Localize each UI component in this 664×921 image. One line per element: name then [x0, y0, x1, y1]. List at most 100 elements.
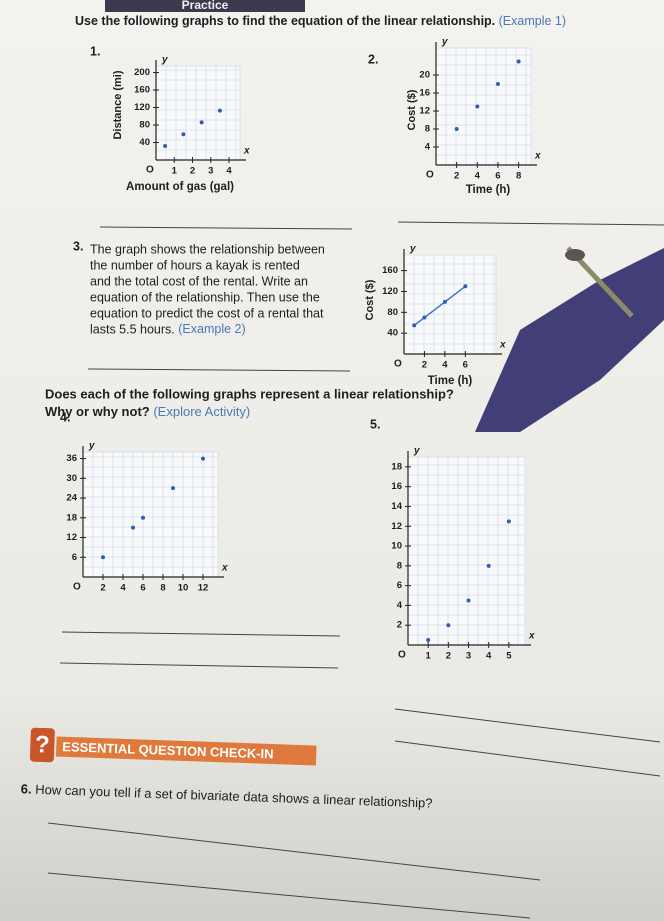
y-tick-label: 40	[139, 137, 150, 148]
x-tick-label: 12	[198, 583, 209, 594]
graph: x y O 1 2 3 4 40 80 120 160 200 1. Distance (mi) Amoun…	[90, 44, 250, 193]
y-tick-label: 20	[419, 70, 430, 81]
y-tick-label: 36	[66, 453, 77, 464]
x-axis-label: Amount of gas (gal)	[126, 181, 234, 193]
origin-label: O	[398, 650, 406, 661]
x-tick-label: 2	[190, 166, 195, 177]
section-question: Does each of the following graphs repres…	[45, 386, 454, 401]
y-axis-label: Cost ($)	[406, 89, 418, 130]
data-point	[141, 515, 145, 520]
grid-bg	[435, 47, 532, 166]
y-tick-label: 40	[387, 328, 398, 339]
data-point	[422, 315, 427, 320]
y-tick-label: 120	[134, 102, 150, 113]
x-tick-label: 10	[178, 583, 189, 594]
y-tick-label: 6	[397, 580, 402, 591]
q-number: 6.	[21, 782, 32, 797]
y-tick-label: 16	[391, 481, 402, 492]
section-question2: Why or why not? (Explore Activity)	[45, 404, 250, 419]
data-point	[163, 144, 168, 149]
y-tick-label: 10	[391, 541, 402, 552]
axis-letter: y	[441, 37, 448, 48]
grid-bg	[82, 451, 219, 578]
axis-letter: y	[409, 244, 416, 255]
y-tick-label: 80	[139, 120, 150, 131]
data-point	[199, 120, 204, 125]
axis-letter: y	[413, 446, 420, 457]
axis-letter: x	[243, 146, 250, 157]
origin-label: O	[146, 165, 154, 176]
x-tick-label: 6	[463, 360, 468, 371]
data-point	[446, 623, 451, 628]
data-point	[442, 299, 447, 304]
answer-line	[394, 740, 661, 777]
x-axis-label: Time (h)	[466, 184, 511, 196]
problem-line: and the total cost of the rental. Write …	[90, 274, 308, 288]
y-tick-label: 12	[391, 521, 402, 532]
data-point	[201, 456, 205, 461]
x-tick-label: 8	[516, 171, 521, 182]
axis-letter: x	[221, 563, 228, 574]
problem-line: the number of hours a kayak is rented	[90, 258, 300, 272]
data-point	[466, 598, 471, 603]
y-tick-label: 8	[397, 560, 402, 571]
data-point	[412, 323, 417, 328]
y-tick-label: 4	[425, 142, 431, 153]
instructions-ref: (Example 1)	[499, 14, 566, 28]
x-tick-label: 3	[208, 166, 213, 177]
x-tick-label: 1	[172, 166, 178, 177]
answer-line	[397, 221, 664, 226]
y-tick-label: 12	[66, 532, 77, 543]
problem-number: 2.	[368, 52, 378, 66]
problem-ref: (Example 2)	[178, 322, 245, 336]
section-ref: (Explore Activity)	[153, 404, 250, 419]
data-point	[454, 127, 459, 131]
answer-line	[394, 708, 661, 743]
problem-line: The graph shows the relationship between	[90, 242, 325, 256]
data-point	[426, 638, 431, 643]
x-tick-label: 2	[100, 583, 105, 594]
kayak	[475, 248, 664, 432]
axis-letter: y	[161, 55, 168, 66]
y-tick-label: 2	[397, 620, 402, 631]
answer-line	[59, 662, 339, 669]
data-line	[413, 285, 466, 326]
answer-line	[47, 822, 541, 881]
x-tick-label: 2	[454, 171, 459, 182]
answer-line	[47, 872, 531, 919]
axis-letter: x	[499, 340, 506, 351]
graph: x y O 2 4 6 40 80 120 160 Cost ($) Time (h)	[364, 244, 506, 387]
x-tick-label: 3	[466, 651, 471, 662]
axis-letter: x	[534, 151, 541, 162]
y-tick-label: 4	[397, 600, 403, 611]
answer-line	[61, 631, 341, 637]
data-point	[101, 555, 105, 560]
header-band	[105, 0, 305, 12]
x-tick-label: 6	[495, 171, 500, 182]
data-point	[516, 59, 521, 64]
problem-line: equation of the relationship. Then use t…	[90, 290, 320, 304]
answer-line	[99, 226, 353, 230]
y-tick-label: 6	[72, 552, 77, 563]
x-tick-label: 2	[446, 651, 451, 662]
y-tick-label: 160	[134, 85, 150, 96]
x-tick-label: 5	[506, 651, 512, 662]
paddle-blade	[565, 249, 585, 261]
x-tick-label: 4	[486, 651, 492, 662]
data-point	[475, 104, 480, 109]
instructions-text: Use the following graphs to find the equ…	[75, 14, 495, 28]
origin-label: O	[426, 170, 434, 181]
instructions: Use the following graphs to find the equ…	[75, 14, 566, 28]
x-tick-label: 1	[426, 651, 432, 662]
y-tick-label: 24	[66, 493, 77, 504]
y-tick-label: 16	[419, 88, 430, 99]
problem-number: 3.	[73, 239, 83, 253]
essential-title: ESSENTIAL QUESTION CHECK-IN	[62, 739, 274, 761]
x-tick-label: 4	[120, 583, 126, 594]
x-tick-label: 4	[226, 166, 232, 177]
grid-bg	[403, 254, 497, 355]
